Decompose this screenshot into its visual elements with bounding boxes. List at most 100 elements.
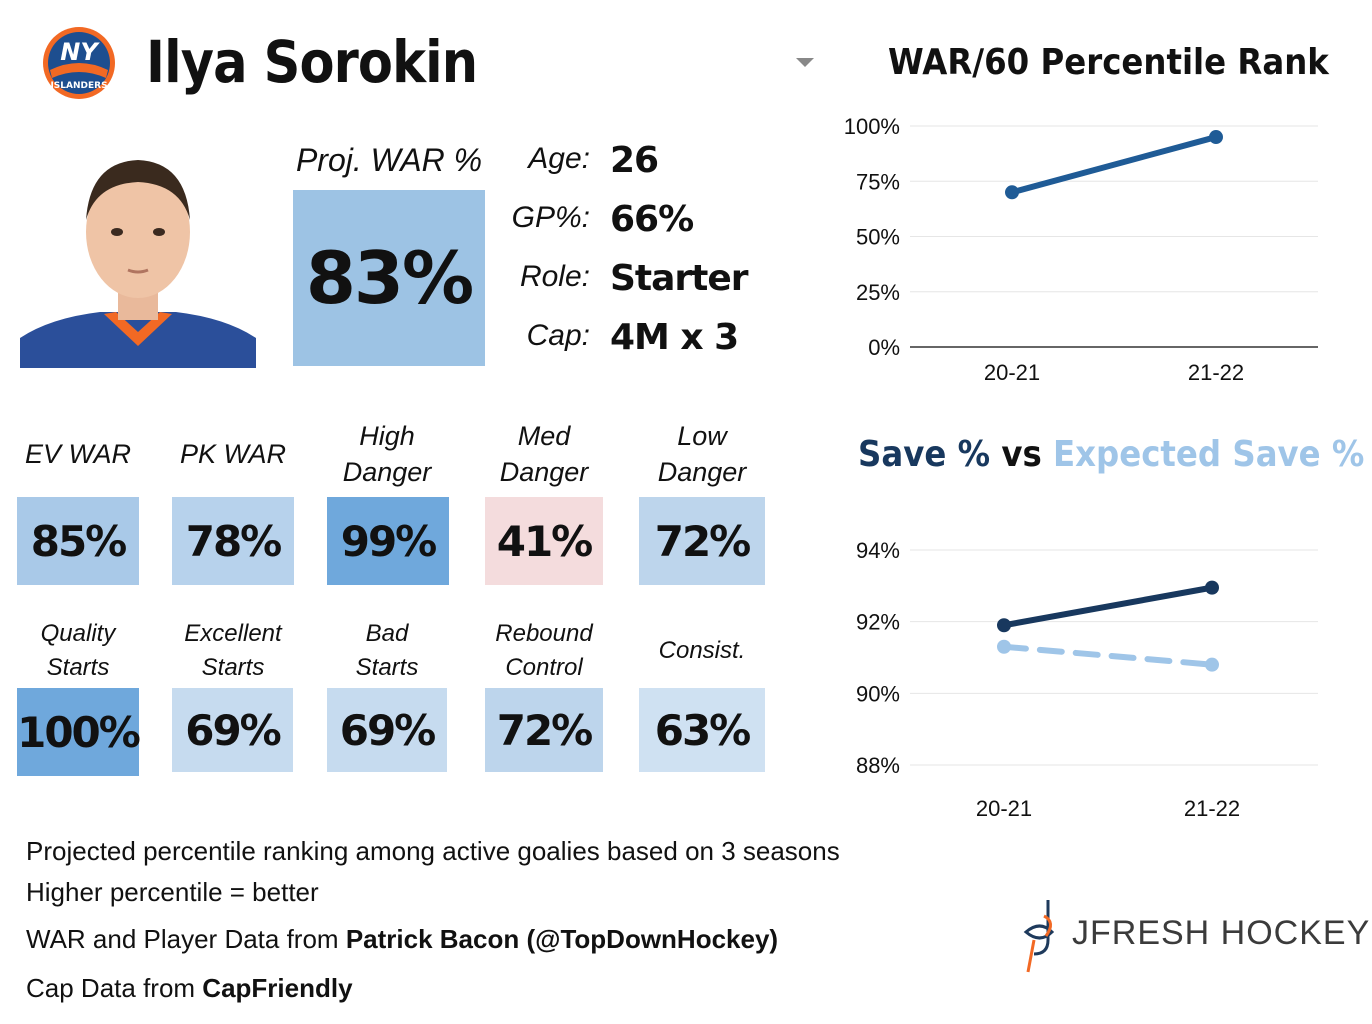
- label-line: PK WAR: [179, 439, 287, 469]
- label-line: Low: [677, 421, 727, 451]
- info-label: Role:: [519, 260, 590, 293]
- metric-box-quality-starts: 100%: [17, 688, 141, 776]
- info-row-age: Age: 26: [500, 140, 830, 190]
- chevron-down-icon[interactable]: [796, 58, 814, 67]
- save-pct-chart: 88% 90% 92% 94% 20-21 21-22: [856, 538, 1318, 821]
- footer-line-3: WAR and Player Data from Patrick Bacon (…: [26, 924, 778, 955]
- series-line-0: [1001, 584, 1215, 629]
- x-tick-label: 20-21: [984, 360, 1040, 385]
- data-point: [1209, 130, 1223, 145]
- metric-value: 69%: [185, 705, 282, 755]
- team-logo: NY ISLANDERS: [36, 26, 122, 100]
- footer-credit: CapFriendly: [202, 973, 353, 1003]
- x-tick-label: 20-21: [976, 796, 1032, 821]
- label-line: Consist.: [658, 637, 746, 664]
- metric-box-bad-starts: 69%: [327, 688, 447, 772]
- proj-war-value: 83%: [305, 236, 474, 320]
- metric-label-rebound-control: Rebound Control: [469, 617, 619, 685]
- save-pct-chart-title: Save % vs Expected Save %: [858, 434, 1364, 475]
- war60-chart-title: WAR/60 Percentile Rank: [888, 42, 1329, 83]
- label-line: Danger: [342, 457, 432, 487]
- war60-percentile-chart: 0% 25% 50% 75% 100% 20-21 21-22: [844, 114, 1318, 385]
- player-name: Ilya Sorokin: [146, 28, 478, 96]
- label-line: Rebound: [495, 620, 593, 647]
- info-label: GP%:: [511, 201, 590, 234]
- y-tick-label: 92%: [856, 610, 900, 635]
- metric-value: 72%: [496, 705, 594, 755]
- metric-box-excellent-starts: 69%: [172, 688, 293, 772]
- label-line: Starts: [355, 654, 419, 681]
- y-tick-label: 90%: [856, 681, 900, 706]
- jfresh-logo-icon: [1023, 900, 1055, 973]
- footer-text: Cap Data from: [26, 973, 203, 1003]
- metric-box-ev-war: 85%: [17, 497, 139, 585]
- brand-name: JFRESH HOCKEY: [1072, 914, 1371, 952]
- data-point: [997, 639, 1011, 654]
- player-photo: [20, 132, 256, 368]
- title-part-expected: Expected Save %: [1053, 434, 1365, 475]
- y-tick-label: 0%: [868, 335, 900, 360]
- info-value: 66%: [610, 199, 694, 240]
- brand-logo: JFRESH HOCKEY: [1016, 896, 1369, 976]
- label-line: Starts: [46, 654, 110, 681]
- data-point: [1005, 185, 1019, 200]
- series-line-0: [1009, 134, 1219, 196]
- info-label: Age:: [528, 142, 590, 175]
- footer-text: WAR and Player Data from: [26, 924, 346, 954]
- footer-line-2: Higher percentile = better: [26, 877, 319, 907]
- y-tick-label: 88%: [856, 753, 900, 778]
- label-line: Bad: [365, 620, 409, 647]
- footer-line-1: Projected percentile ranking among activ…: [26, 836, 840, 866]
- series-line-1: [1001, 643, 1215, 668]
- title-part-vs: vs: [1001, 434, 1054, 475]
- label-line: High: [359, 421, 415, 451]
- proj-war-label: Proj. WAR %: [295, 142, 483, 178]
- footer-line-4: Cap Data from CapFriendly: [26, 973, 353, 1004]
- metric-box-consistency: 63%: [639, 688, 765, 772]
- title-part-save: Save %: [858, 434, 1002, 475]
- label-line: Danger: [657, 457, 747, 487]
- label-line: Quality: [40, 620, 116, 647]
- label-line: Control: [505, 654, 583, 681]
- y-tick-label: 94%: [856, 538, 900, 563]
- label-line: Danger: [499, 457, 589, 487]
- label-line: Excellent: [184, 620, 282, 647]
- info-value: 4M x 3: [610, 317, 739, 358]
- metric-label-high-danger: High Danger: [312, 418, 462, 490]
- data-point: [997, 618, 1011, 633]
- proj-war-box: 83%: [293, 190, 485, 366]
- label-line: Starts: [201, 654, 265, 681]
- metric-box-rebound-control: 72%: [485, 688, 603, 772]
- footer-credit: Patrick Bacon (@TopDownHockey): [345, 924, 779, 954]
- info-row-cap: Cap: 4M x 3: [500, 317, 830, 367]
- label-line: Med: [517, 421, 571, 451]
- metric-value: 100%: [17, 707, 141, 757]
- metric-box-low-danger: 72%: [639, 497, 765, 585]
- x-tick-label: 21-22: [1184, 796, 1240, 821]
- metric-label-consistency: Consist.: [627, 634, 777, 668]
- metric-box-med-danger: 41%: [485, 497, 603, 585]
- y-tick-label: 100%: [844, 114, 900, 139]
- y-tick-label: 50%: [856, 225, 900, 250]
- metric-label-quality-starts: Quality Starts: [3, 617, 153, 685]
- metric-label-pk-war: PK WAR: [158, 436, 308, 472]
- metric-value: 78%: [185, 516, 283, 566]
- metric-value: 72%: [654, 516, 752, 566]
- y-tick-label: 25%: [856, 280, 900, 305]
- metric-value: 69%: [339, 705, 437, 755]
- y-tick-label: 75%: [856, 169, 900, 194]
- metric-box-high-danger: 99%: [327, 497, 449, 585]
- metric-value: 63%: [654, 705, 752, 755]
- x-tick-label: 21-22: [1188, 360, 1244, 385]
- metric-label-low-danger: Low Danger: [627, 418, 777, 490]
- info-row-gp: GP%: 66%: [500, 199, 830, 249]
- metric-value: 99%: [340, 516, 438, 566]
- metric-value: 41%: [496, 516, 594, 566]
- info-row-role: Role: Starter: [500, 258, 830, 308]
- logo-text: NY: [60, 38, 100, 66]
- metric-label-med-danger: Med Danger: [469, 418, 619, 490]
- info-value: 26: [610, 140, 659, 181]
- info-value: Starter: [610, 258, 749, 299]
- metric-label-excellent-starts: Excellent Starts: [158, 617, 308, 685]
- metric-value: 85%: [30, 516, 128, 566]
